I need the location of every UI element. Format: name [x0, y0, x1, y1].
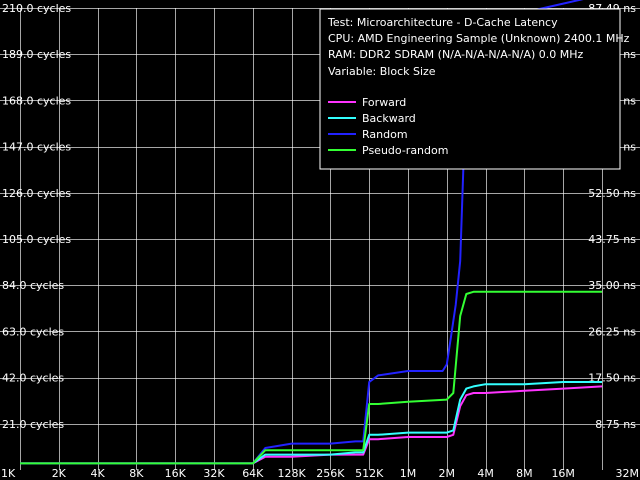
y-left-tick: 210.0 cycles — [2, 2, 71, 15]
x-tick: 8M — [516, 467, 533, 480]
x-tick: 4K — [90, 467, 105, 480]
x-tick: 256K — [316, 467, 345, 480]
y-left-tick: 21.0 cycles — [2, 418, 64, 431]
legend-backward: Backward — [362, 112, 416, 125]
y-left-tick: 84.0 cycles — [2, 279, 64, 292]
info-ram: RAM: DDR2 SDRAM (N/A-N/A-N/A-N/A) 0.0 MH… — [328, 48, 584, 61]
x-tick: 64K — [242, 467, 264, 480]
x-tick: 16K — [165, 467, 187, 480]
legend-random: Random — [362, 128, 408, 141]
y-left-tick: 63.0 cycles — [2, 325, 64, 338]
y-left-tick: 105.0 cycles — [2, 233, 71, 246]
x-tick: 2M — [439, 467, 456, 480]
x-tick: 16M — [551, 467, 575, 480]
y-left-tick: 168.0 cycles — [2, 94, 71, 107]
info-box-frame — [319, 8, 621, 170]
y-axis-left-ticks: 21.0 cycles 42.0 cycles 63.0 cycles 84.0 cy… — [2, 2, 71, 431]
x-tick: 32K — [203, 467, 225, 480]
x-axis-ticks: 1K 2K 4K 8K 16K 32K 64K 128K 256K 512K 1M 2M 4M 8M 16M… — [1, 467, 639, 480]
series-line-pseudo-random — [20, 290, 602, 465]
y-left-tick: 126.0 cycles — [2, 187, 71, 200]
legend-pseudo-random: Pseudo-random — [362, 144, 448, 157]
y-left-tick: 147.0 cycles — [2, 141, 71, 154]
x-tick: 32M — [616, 467, 640, 480]
y-right-tick: 52.50 ns — [588, 187, 636, 200]
x-tick: 2K — [52, 467, 67, 480]
info-cpu: CPU: AMD Engineering Sample (Unknown) 24… — [328, 32, 630, 45]
y-right-tick: 26.25 ns — [588, 325, 636, 338]
y-left-tick: 42.0 cycles — [2, 372, 64, 385]
info-test: Test: Microarchitecture - D-Cache Latenc… — [327, 16, 558, 29]
legend-forward: Forward — [362, 96, 406, 109]
y-left-tick: 189.0 cycles — [2, 48, 71, 61]
x-tick: 128K — [277, 467, 306, 480]
x-tick: 8K — [129, 467, 144, 480]
info-box: Test: Microarchitecture - D-Cache Latenc… — [319, 8, 630, 170]
info-variable: Variable: Block Size — [328, 65, 436, 78]
x-tick: 1M — [400, 467, 417, 480]
x-tick: 1K — [1, 467, 16, 480]
y-right-tick: 35.00 ns — [588, 279, 636, 292]
x-tick: 512K — [355, 467, 384, 480]
x-tick: 4M — [477, 467, 494, 480]
y-right-tick: 43.75 ns — [588, 233, 636, 246]
y-right-tick: 8.75 ns — [595, 418, 636, 431]
